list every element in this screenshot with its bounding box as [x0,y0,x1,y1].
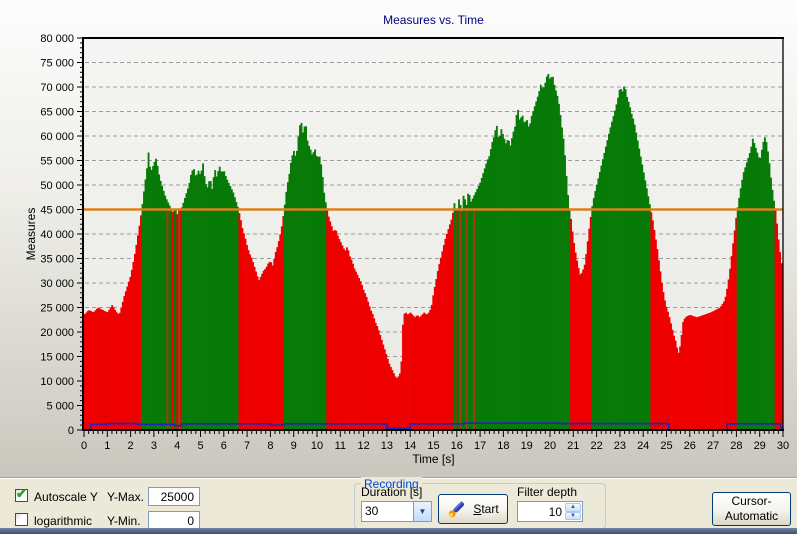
chevron-down-icon: ▼ [418,507,427,516]
autoscale-y-checkbox[interactable]: ✔ [15,486,28,502]
svg-text:15 000: 15 000 [40,352,74,364]
svg-text:21: 21 [567,440,579,452]
cursor-automatic-button[interactable]: Cursor- Automatic [712,492,791,526]
window-bottom-edge [0,528,797,534]
svg-text:27: 27 [707,440,719,452]
svg-text:40 000: 40 000 [40,229,74,241]
y-min-label: Y-Min. [107,514,141,528]
svg-text:17: 17 [474,440,486,452]
chart-title: Measures vs. Time [383,13,484,27]
svg-text:19: 19 [521,440,533,452]
svg-text:75 000: 75 000 [40,58,74,70]
spin-down-button[interactable]: ▼ [565,511,581,520]
svg-text:1: 1 [104,440,110,452]
svg-text:3: 3 [151,440,157,452]
svg-text:5 000: 5 000 [46,401,74,413]
svg-text:28: 28 [730,440,742,452]
start-button-label: Start [473,502,499,516]
start-rocket-icon [449,501,465,518]
recording-groupbox-title: Recording [361,477,422,491]
arrow-down-icon: ▼ [570,512,576,519]
svg-text:35 000: 35 000 [40,254,74,266]
svg-text:4: 4 [174,440,180,452]
svg-text:20: 20 [544,440,556,452]
svg-text:5: 5 [197,440,203,452]
logarithmic-checkbox[interactable]: ✔ [15,513,28,526]
y-max-label: Y-Max. [107,490,144,504]
svg-text:26: 26 [684,440,696,452]
svg-text:24: 24 [637,440,649,452]
svg-text:30 000: 30 000 [40,278,74,290]
svg-text:22: 22 [590,440,602,452]
svg-text:13: 13 [381,440,393,452]
svg-text:0: 0 [68,425,74,437]
svg-text:10: 10 [311,440,323,452]
arrow-up-icon: ▲ [570,504,576,511]
svg-text:14: 14 [404,440,416,452]
y-min-input[interactable] [148,511,200,530]
svg-text:6: 6 [221,440,227,452]
autoscale-y-label: Autoscale Y [34,490,98,504]
spin-up-button[interactable]: ▲ [565,503,581,512]
svg-text:50 000: 50 000 [40,180,74,192]
svg-text:65 000: 65 000 [40,107,74,119]
svg-text:25 000: 25 000 [40,303,74,315]
svg-text:10 000: 10 000 [40,376,74,388]
svg-text:16: 16 [451,440,463,452]
svg-text:23: 23 [614,440,626,452]
start-button[interactable]: Start [438,494,508,524]
svg-text:45 000: 45 000 [40,205,74,217]
combo-dropdown-button[interactable]: ▼ [413,502,431,521]
checkmark-icon: ✔ [16,486,27,501]
svg-text:80 000: 80 000 [40,33,74,45]
filter-depth-spinner: ▲ ▼ [517,501,583,522]
svg-text:60 000: 60 000 [40,131,74,143]
svg-text:0: 0 [81,440,87,452]
svg-text:15: 15 [427,440,439,452]
svg-text:8: 8 [267,440,273,452]
svg-text:2: 2 [128,440,134,452]
duration-label: Duration [s] [361,485,423,499]
svg-text:11: 11 [335,440,346,452]
svg-text:Time [s]: Time [s] [412,452,454,466]
svg-text:70 000: 70 000 [40,82,74,94]
logarithmic-label: logarithmic [34,514,93,528]
svg-text:7: 7 [244,440,250,452]
svg-text:25: 25 [660,440,672,452]
filter-depth-label: Filter depth [517,485,578,499]
cursor-automatic-label-line1: Cursor- [731,494,772,508]
svg-text:12: 12 [357,440,369,452]
svg-text:18: 18 [497,440,509,452]
svg-text:29: 29 [754,440,766,452]
duration-value: 30 [365,504,379,518]
svg-text:30: 30 [777,440,789,452]
svg-text:55 000: 55 000 [40,156,74,168]
duration-combobox[interactable]: 30 ▼ [361,501,432,522]
svg-text:9: 9 [291,440,297,452]
y-max-input[interactable] [148,487,200,506]
filter-depth-input[interactable] [518,502,564,521]
svg-text:20 000: 20 000 [40,327,74,339]
cursor-automatic-label-line2: Automatic [724,509,779,523]
